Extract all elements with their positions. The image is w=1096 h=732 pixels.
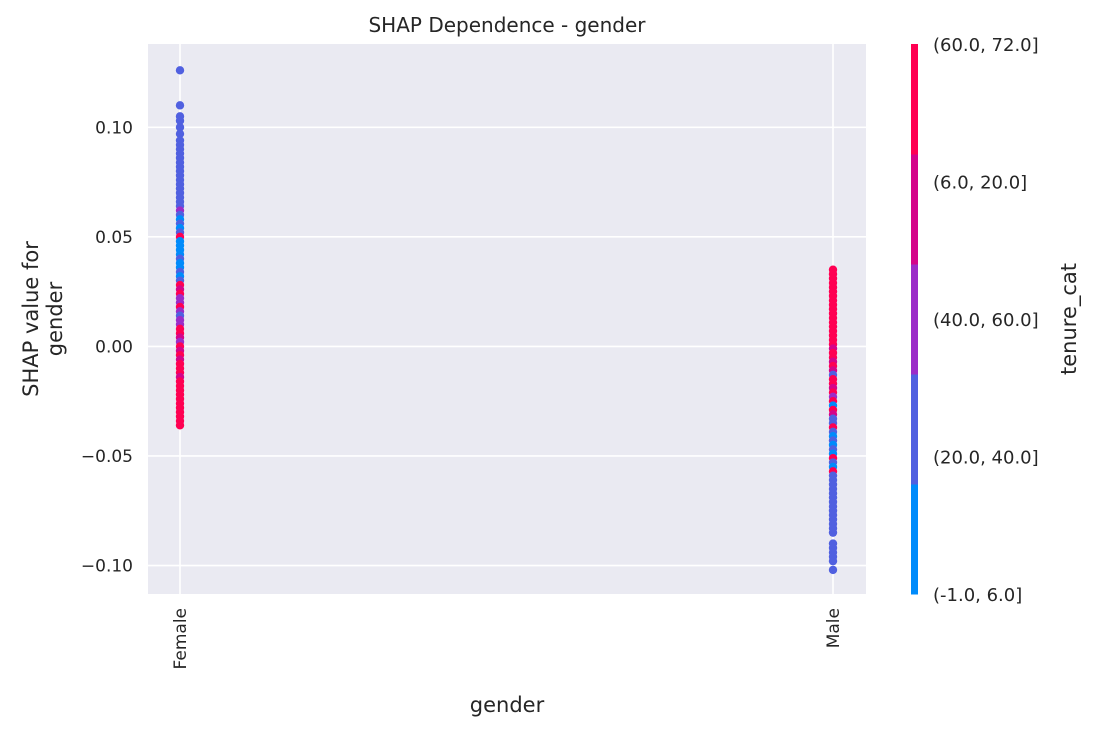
scatter-point <box>175 421 185 430</box>
colorbar-segment <box>911 44 918 155</box>
scatter-point <box>175 66 185 75</box>
y-tick-label: 0.10 <box>95 118 133 138</box>
scatter-point <box>175 129 185 139</box>
colorbar <box>911 44 918 595</box>
colorbar-segment <box>911 154 918 265</box>
colorbar-segment <box>911 374 918 485</box>
scatter-point <box>828 528 838 537</box>
x-tick-labels: Female Male <box>171 608 844 669</box>
scatter-point <box>828 565 838 575</box>
x-tick-label: Female <box>171 608 191 669</box>
colorbar-segment <box>911 484 918 595</box>
scatter-point <box>175 123 185 132</box>
colorbar-tick-label: (-1.0, 6.0] <box>933 585 1022 606</box>
colorbar-label: tenure_cat <box>1057 263 1082 375</box>
y-tick-label: −0.05 <box>81 447 133 467</box>
y-tick-labels: 0.10 0.05 0.00 −0.05 −0.10 <box>81 118 133 576</box>
x-axis-label: gender <box>470 693 545 717</box>
y-tick-label: 0.00 <box>95 337 133 357</box>
y-tick-label: −0.10 <box>81 557 133 577</box>
y-axis-label-line: SHAP value for <box>19 241 43 397</box>
y-axis-label-line: gender <box>43 281 67 356</box>
colorbar-tick-label: (6.0, 20.0] <box>933 173 1027 194</box>
y-tick-label: 0.05 <box>95 228 133 248</box>
scatter-point <box>175 101 185 110</box>
plot-area <box>148 44 866 594</box>
colorbar-tick-label: (40.0, 60.0] <box>933 310 1039 331</box>
chart-title: SHAP Dependence - gender <box>368 13 646 37</box>
scatter-point <box>175 116 185 125</box>
scatter-points <box>175 66 838 575</box>
y-axis-label: SHAP value forgender <box>19 241 67 397</box>
colorbar-tick-label: (20.0, 40.0] <box>933 448 1039 469</box>
colorbar-tick-labels: (-1.0, 6.0] (20.0, 40.0] (40.0, 60.0] (6.0,… <box>933 35 1039 606</box>
colorbar-segment <box>911 264 918 375</box>
x-tick-label: Male <box>824 608 844 648</box>
scatter-point <box>828 556 838 566</box>
colorbar-tick-label: (60.0, 72.0] <box>933 35 1039 56</box>
